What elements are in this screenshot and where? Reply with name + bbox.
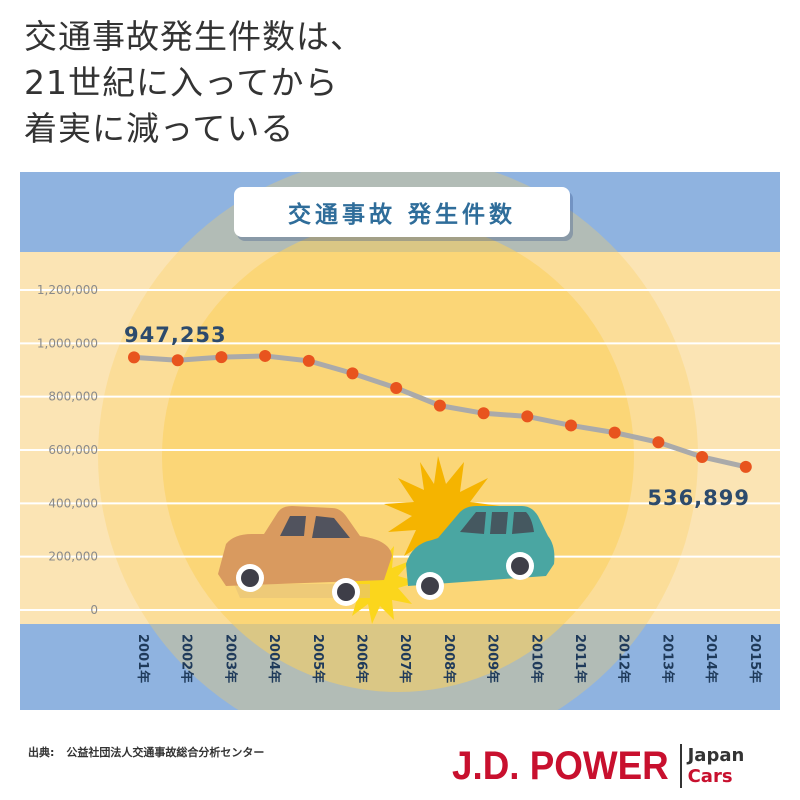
data-point — [433, 399, 446, 412]
headline: 交通事故発生件数は、 21世紀に入ってから 着実に減っている — [24, 14, 764, 152]
y-axis-tick-labels: 1,200,000 1,000,000 800,000 600,000 400,000 2… — [37, 283, 98, 617]
y-tick-label: 200,000 — [48, 550, 98, 564]
brand-logo: J.D. POWER Japan Cars — [452, 738, 744, 794]
data-point — [390, 381, 403, 394]
data-point — [652, 436, 665, 449]
data-point — [521, 410, 534, 423]
x-tick-label: 2015年 — [747, 634, 763, 683]
x-tick-label: 2006年 — [354, 634, 370, 683]
data-point — [171, 354, 184, 367]
x-tick-label: 2012年 — [616, 634, 632, 683]
x-tick-label: 2003年 — [222, 634, 238, 683]
grid-lines — [20, 289, 780, 611]
data-point — [346, 367, 359, 380]
data-point — [696, 450, 709, 463]
brand-sub-cars: Cars — [687, 766, 733, 787]
collision-illustration — [218, 456, 555, 624]
x-tick-label: 2008年 — [441, 634, 457, 683]
brand-name: J.D. POWER — [452, 743, 669, 788]
x-tick-label: 2010年 — [528, 634, 544, 683]
brand-sub: Japan Cars — [688, 745, 745, 787]
data-markers — [128, 349, 752, 473]
data-point — [608, 426, 621, 439]
source-text: 公益社団法人交通事故総合分析センター — [66, 746, 265, 759]
x-tick-label: 2011年 — [572, 634, 588, 683]
source-label: 出典: — [28, 746, 55, 759]
data-point — [302, 354, 315, 367]
x-tick-label: 2002年 — [179, 634, 195, 683]
data-point — [128, 351, 140, 364]
x-tick-label: 2014年 — [703, 634, 719, 683]
data-point — [477, 407, 490, 420]
y-tick-label: 800,000 — [48, 390, 98, 404]
x-tick-label: 2007年 — [397, 634, 413, 683]
x-axis-tick-labels: 2001年 2002年 2003年 2004年 2005年 2006年 2007年 2008年… — [135, 634, 763, 683]
annotation-first-value: 947,253 — [124, 323, 227, 347]
data-point — [259, 349, 272, 362]
headline-line-2: 21世紀に入ってから — [24, 63, 339, 102]
y-tick-label: 400,000 — [48, 496, 98, 510]
x-tick-label: 2001年 — [135, 634, 151, 683]
chart-title-box: 交通事故 発生件数 — [234, 187, 570, 237]
data-point — [739, 460, 752, 473]
y-tick-label: 0 — [90, 603, 98, 617]
y-tick-label: 1,200,000 — [37, 283, 98, 297]
x-tick-label: 2005年 — [310, 634, 326, 683]
data-point — [565, 419, 577, 432]
headline-line-3: 着実に減っている — [24, 109, 295, 148]
data-point — [215, 351, 228, 364]
x-tick-label: 2009年 — [485, 634, 501, 683]
headline-line-1: 交通事故発生件数は、 — [24, 17, 364, 56]
x-tick-label: 2013年 — [659, 634, 675, 683]
line-chart: 1,200,000 1,000,000 800,000 600,000 400,000 2… — [20, 172, 780, 710]
car-right-icon — [406, 506, 555, 600]
chart-title: 交通事故 発生件数 — [287, 202, 516, 228]
source-note: 出典: 公益社団法人交通事故総合分析センター — [28, 744, 264, 760]
brand-divider — [679, 744, 682, 788]
brand-sub-japan: Japan — [687, 745, 745, 766]
car-left-icon — [218, 506, 392, 606]
y-tick-label: 1,000,000 — [37, 336, 98, 350]
chart-panel: 1,200,000 1,000,000 800,000 600,000 400,000 2… — [20, 172, 780, 710]
x-tick-label: 2004年 — [266, 634, 282, 683]
annotation-last-value: 536,899 — [647, 486, 750, 510]
y-tick-label: 600,000 — [48, 443, 98, 457]
